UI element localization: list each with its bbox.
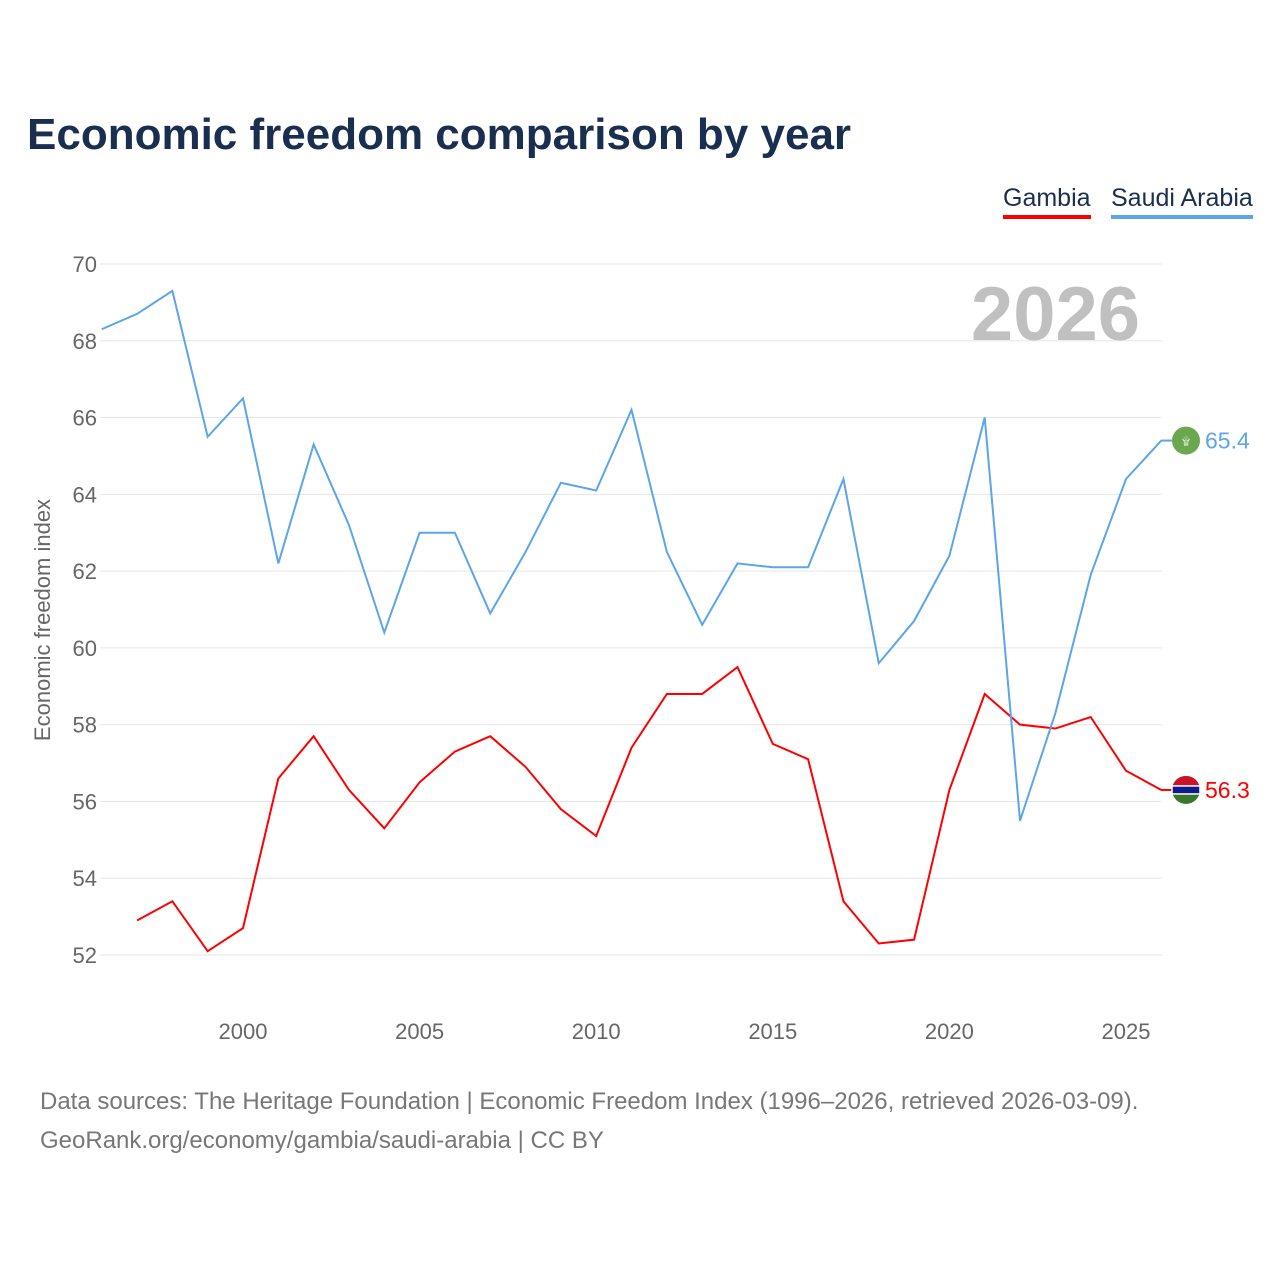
end-value-label: 65.4 — [1205, 428, 1250, 454]
end-value-label: 56.3 — [1205, 777, 1250, 803]
y-tick-label: 56 — [73, 789, 97, 814]
y-axis-label: Economic freedom index — [30, 499, 55, 741]
x-tick-label: 2005 — [395, 1019, 444, 1044]
y-tick-label: 58 — [73, 713, 97, 738]
legend-gambia[interactable]: Gambia — [1003, 184, 1091, 219]
series-line-gambia — [136, 665, 1162, 953]
chart-title: Economic freedom comparison by year — [27, 110, 852, 159]
x-tick-label: 2000 — [219, 1019, 268, 1044]
svg-text:۩: ۩ — [1182, 435, 1191, 448]
y-tick-label: 60 — [73, 636, 97, 661]
x-tick-label: 2020 — [925, 1019, 974, 1044]
year-watermark: 2026 — [971, 272, 1140, 357]
y-tick-label: 70 — [73, 252, 97, 277]
series-line-saudi-arabia — [101, 289, 1163, 821]
source-link[interactable]: GeoRank.org/economy/gambia/saudi-arabia … — [40, 1127, 604, 1154]
y-tick-label: 62 — [73, 559, 97, 584]
y-tick-label: 54 — [73, 866, 97, 891]
y-tick-label: 52 — [73, 943, 97, 968]
x-tick-label: 2015 — [748, 1019, 797, 1044]
source-text: Data sources: The Heritage Foundation | … — [40, 1088, 1139, 1115]
gambia-flag-icon — [1171, 775, 1201, 804]
saudi-flag-icon: ۩ — [1172, 426, 1200, 455]
x-tick-label: 2010 — [572, 1019, 621, 1044]
y-tick-label: 64 — [73, 482, 97, 507]
x-tick-label: 2025 — [1102, 1019, 1151, 1044]
y-tick-label: 66 — [73, 406, 97, 431]
legend-saudi-arabia[interactable]: Saudi Arabia — [1111, 184, 1253, 219]
y-tick-label: 68 — [73, 329, 97, 354]
